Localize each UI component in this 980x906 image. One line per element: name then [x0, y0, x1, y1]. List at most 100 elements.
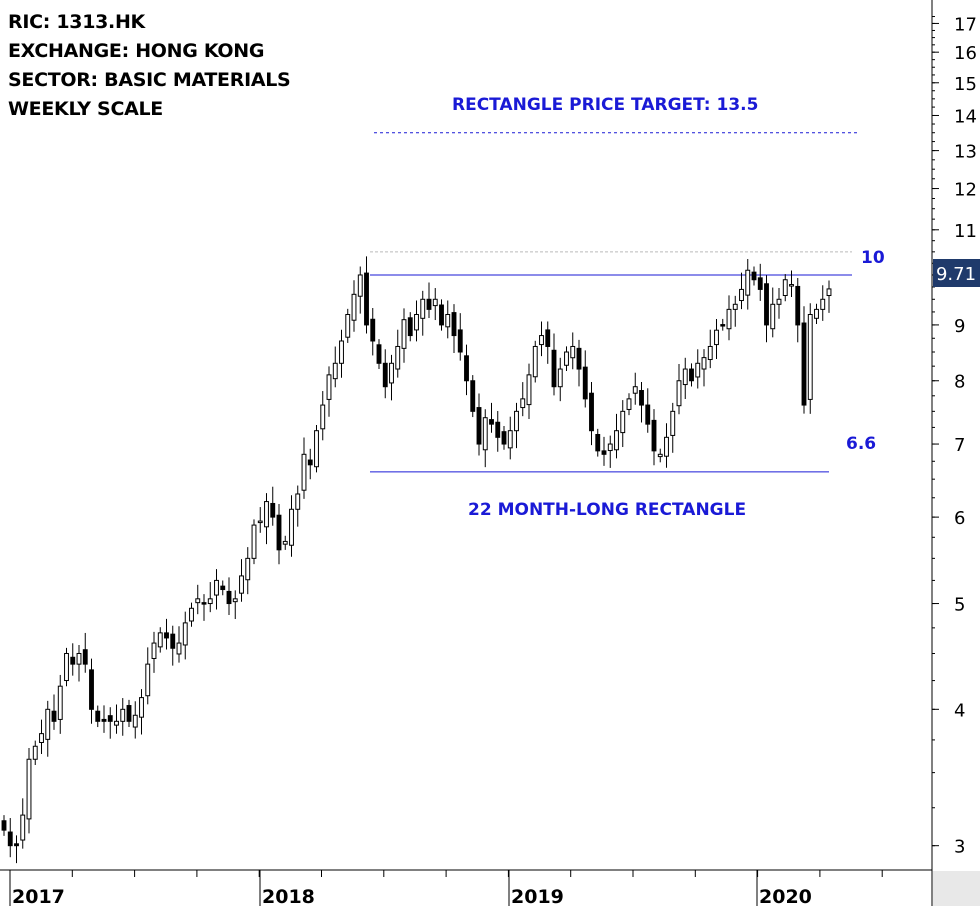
candle-body-up [195, 598, 201, 604]
candle-body-down [720, 324, 726, 327]
scale-label: WEEKLY SCALE [8, 98, 163, 120]
candle-body-up [345, 313, 351, 338]
candle-body-up [414, 313, 419, 331]
candle-body-up [357, 274, 363, 297]
candle-body-down [14, 843, 19, 847]
candle [132, 701, 138, 739]
candle [601, 436, 607, 466]
candle-body-up [176, 642, 182, 655]
y-tick-label: 12 [954, 180, 977, 201]
candle-body-up [420, 298, 426, 319]
candle [670, 402, 676, 453]
exchange-label: EXCHANGE: HONG KONG [8, 40, 265, 62]
candle [651, 409, 657, 466]
candle-body-up [676, 380, 682, 407]
candle-body-down [370, 318, 376, 342]
x-axis: 2017 2018 2019 2020 [9, 870, 883, 906]
candle-body-up [739, 288, 744, 302]
candle-body-up [539, 335, 544, 346]
candle-body-up [214, 579, 219, 596]
candle [620, 400, 626, 448]
candle-body-up [207, 598, 213, 605]
y-tick-label: 3 [954, 837, 965, 858]
candle-body-down [501, 431, 507, 445]
candle [76, 645, 82, 682]
candle [570, 332, 576, 370]
candle [7, 818, 13, 858]
candle-body-down [364, 272, 369, 326]
candle-body-up [145, 663, 151, 697]
candle [676, 363, 682, 415]
candle [207, 582, 213, 613]
candle [720, 318, 726, 331]
candle [757, 263, 763, 301]
candle [101, 705, 107, 733]
candle-body-up [251, 524, 257, 559]
candle-body-down [551, 349, 557, 388]
candle [314, 425, 319, 473]
candle-body-up [770, 303, 776, 330]
candle [320, 391, 326, 441]
y-tick-label: 11 [954, 221, 977, 242]
candle [539, 321, 544, 357]
candle [407, 312, 413, 342]
candle [820, 285, 826, 321]
candle-body-down [201, 602, 207, 605]
candle-body-down [795, 285, 801, 326]
y-tick-label: 9 [954, 316, 965, 337]
candle-body-down [89, 669, 94, 710]
candle [426, 282, 432, 318]
candle-body-up [532, 345, 538, 378]
candle-body-down [95, 710, 101, 722]
candle [120, 698, 126, 736]
candle-body-down [101, 718, 107, 722]
candle-body-down [1, 820, 7, 831]
candle-body-up [32, 745, 38, 760]
candle [714, 318, 719, 360]
candle-body-down [407, 317, 413, 337]
candle [607, 435, 613, 468]
candle [251, 519, 257, 565]
candle-body-up [707, 345, 713, 361]
candle [495, 411, 501, 452]
candle [32, 740, 38, 765]
candle-body-up [745, 269, 751, 296]
candle [664, 423, 669, 468]
candle [276, 503, 282, 565]
candle [389, 354, 394, 401]
candle-body-up [789, 284, 794, 287]
candle [295, 485, 301, 527]
candle [514, 402, 519, 449]
candle [89, 658, 94, 724]
candle [357, 266, 363, 314]
candle-body-up [657, 453, 663, 458]
candle [557, 357, 563, 402]
candle [270, 486, 276, 526]
candle [301, 437, 307, 499]
candle [632, 372, 638, 405]
candle-body-down [601, 450, 607, 455]
candle [282, 535, 288, 550]
candle-body-up [782, 279, 788, 297]
candle [420, 290, 426, 336]
candle [589, 381, 594, 446]
candle [289, 495, 294, 557]
candle-body-up [39, 733, 44, 743]
candle-body-up [432, 298, 438, 307]
y-tick-label: 4 [954, 700, 965, 721]
candle-body-down [220, 585, 226, 591]
candle [114, 704, 119, 734]
support-level-label: 6.6 [846, 434, 877, 454]
candle [14, 835, 19, 864]
candle-body-up [157, 632, 163, 648]
candle-body-up [245, 557, 251, 581]
candle-body-down [376, 344, 382, 364]
resistance-level-label: 10 [861, 248, 885, 268]
candle [170, 625, 176, 666]
candle [639, 382, 644, 423]
candle [432, 288, 438, 321]
candle-body-up [314, 430, 319, 468]
candle [220, 580, 226, 596]
candle [332, 346, 338, 388]
